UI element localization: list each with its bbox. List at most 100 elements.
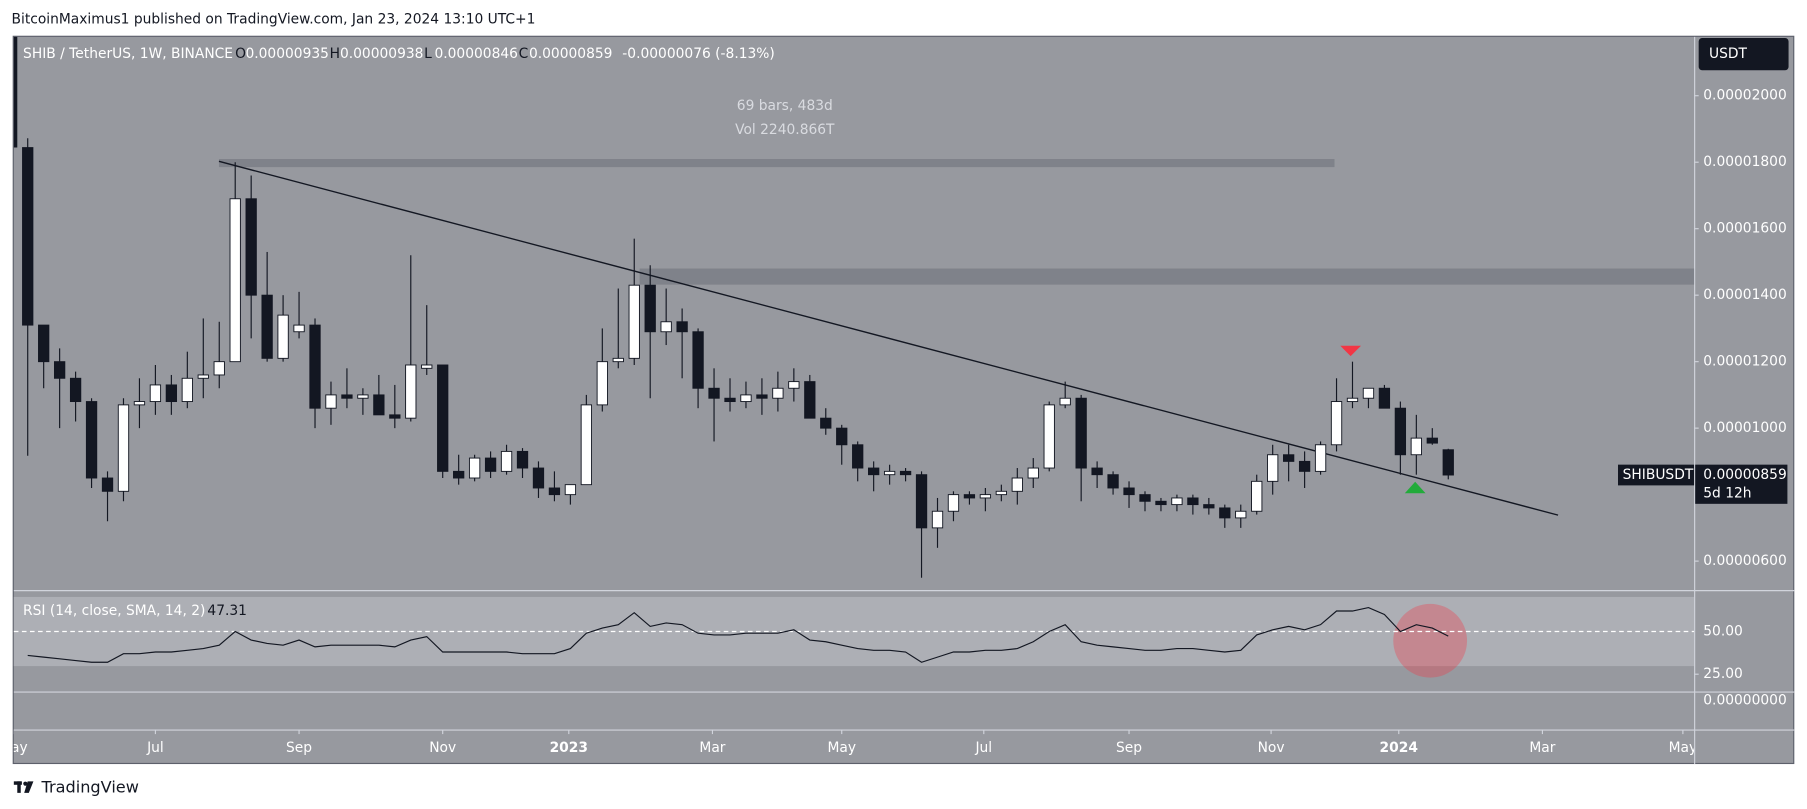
candles bbox=[22, 138, 1454, 578]
ohlc-value: 0.00000938 bbox=[340, 46, 423, 62]
candle-body bbox=[676, 321, 688, 333]
ohlc-key: H bbox=[330, 46, 340, 62]
x-tick-label: Jul bbox=[974, 740, 992, 756]
candle-body bbox=[325, 394, 337, 409]
candle-body bbox=[101, 477, 114, 492]
ohlc-value: 0.00000935 bbox=[245, 46, 328, 62]
candle-body bbox=[852, 444, 864, 469]
candle-body bbox=[1219, 507, 1231, 519]
y-tick-label: 0.00001000 bbox=[1703, 420, 1786, 436]
candle-body bbox=[1378, 387, 1391, 409]
rsi-line bbox=[27, 606, 1449, 663]
candle-body bbox=[117, 404, 130, 492]
candle-body bbox=[995, 490, 1007, 496]
candle-body bbox=[1362, 387, 1375, 399]
candle-body bbox=[708, 387, 720, 399]
x-tick-label: May bbox=[0, 740, 28, 756]
candle-body bbox=[405, 364, 417, 419]
trendline bbox=[218, 160, 1559, 516]
candle-body bbox=[261, 294, 273, 359]
x-tick-label: Nov bbox=[1258, 740, 1285, 756]
candle-body bbox=[277, 314, 289, 359]
price-tag-countdown: 5d 12h bbox=[1703, 485, 1751, 501]
candle-body bbox=[1426, 437, 1438, 444]
symbol-tag-label: SHIBUSDT bbox=[1623, 467, 1694, 483]
x-tick-label: Nov bbox=[429, 740, 456, 756]
candle-body bbox=[883, 470, 896, 476]
candle-body bbox=[1235, 510, 1247, 519]
candle-body bbox=[1027, 467, 1039, 479]
candle-body bbox=[1075, 397, 1087, 469]
currency-label: USDT bbox=[1709, 46, 1748, 62]
candle-body bbox=[1442, 449, 1454, 476]
candle-body bbox=[899, 470, 912, 476]
currency-box[interactable] bbox=[1698, 38, 1789, 71]
candle-body bbox=[1043, 404, 1055, 469]
candle-body bbox=[133, 401, 146, 406]
candle-body bbox=[373, 394, 385, 416]
candle-body bbox=[293, 324, 305, 333]
candle-body bbox=[1346, 397, 1359, 403]
x-tick-label: May bbox=[1669, 740, 1698, 756]
candle-body bbox=[548, 487, 561, 496]
candle-body bbox=[820, 417, 832, 429]
x-tick-label: Mar bbox=[1529, 740, 1555, 756]
candle-body bbox=[85, 401, 98, 479]
rsi-label: RSI (14, close, SMA, 14, 2) bbox=[23, 603, 205, 619]
brand-logo bbox=[13, 781, 34, 793]
candle-body bbox=[836, 427, 848, 446]
cut-candle bbox=[13, 36, 18, 148]
y-tick-label: 0.00002000 bbox=[1703, 88, 1786, 104]
measure-volume: Vol 2240.866T bbox=[735, 122, 835, 138]
change-value: -0.00000076 (-8.13%) bbox=[622, 46, 775, 62]
candle-body bbox=[724, 397, 736, 403]
x-tick-label: Jul bbox=[146, 740, 164, 756]
candle-body bbox=[1011, 477, 1023, 492]
ohlc-key: O bbox=[235, 46, 246, 62]
y-tick-label: 0.00001800 bbox=[1703, 154, 1786, 170]
price-tag bbox=[1695, 464, 1788, 504]
candle-body bbox=[389, 414, 401, 419]
candle-body bbox=[772, 387, 784, 399]
candle-body bbox=[979, 494, 992, 499]
x-tick-label: Sep bbox=[286, 740, 312, 756]
bullish-marker bbox=[1404, 481, 1426, 494]
candle-body bbox=[245, 198, 257, 296]
ohlc-key: C bbox=[519, 46, 529, 62]
candle-body bbox=[69, 377, 82, 403]
rsi-tick-label: 50.00 bbox=[1703, 624, 1743, 640]
candle-body bbox=[1123, 487, 1135, 496]
lower-tick-label: 0.00000000 bbox=[1703, 693, 1786, 709]
candle-body bbox=[1155, 500, 1167, 506]
x-tick-label: Mar bbox=[699, 740, 725, 756]
measure-bars: 69 bars, 483d bbox=[737, 98, 833, 114]
candle-body bbox=[1139, 494, 1151, 502]
ohlc-key: L bbox=[424, 46, 432, 62]
candle-body bbox=[341, 394, 353, 399]
candle-body bbox=[1267, 454, 1279, 482]
bearish-marker bbox=[1340, 345, 1362, 357]
candle-body bbox=[149, 384, 162, 403]
candle-body bbox=[931, 510, 944, 529]
candle-body bbox=[740, 394, 752, 403]
candle-body bbox=[484, 457, 497, 472]
candle-body bbox=[38, 324, 50, 363]
candle-body bbox=[692, 331, 704, 389]
candle-body bbox=[963, 494, 976, 499]
candle-body bbox=[197, 374, 209, 379]
candle-body bbox=[421, 364, 433, 369]
y-tick-label: 0.00001600 bbox=[1703, 221, 1786, 237]
candle-body bbox=[1171, 497, 1183, 506]
candle-body bbox=[468, 457, 481, 479]
candle-body bbox=[1283, 454, 1295, 462]
candle-body bbox=[756, 394, 768, 399]
candle-body bbox=[804, 381, 816, 419]
candle-body bbox=[564, 484, 577, 496]
resistance-band bbox=[639, 268, 1695, 285]
price-tag-label: 0.00000859 bbox=[1703, 467, 1786, 483]
symbol-tag bbox=[1618, 464, 1695, 486]
candle-body bbox=[516, 450, 529, 469]
candle-body bbox=[612, 357, 624, 363]
ohlc-value: 0.00000846 bbox=[434, 46, 517, 62]
